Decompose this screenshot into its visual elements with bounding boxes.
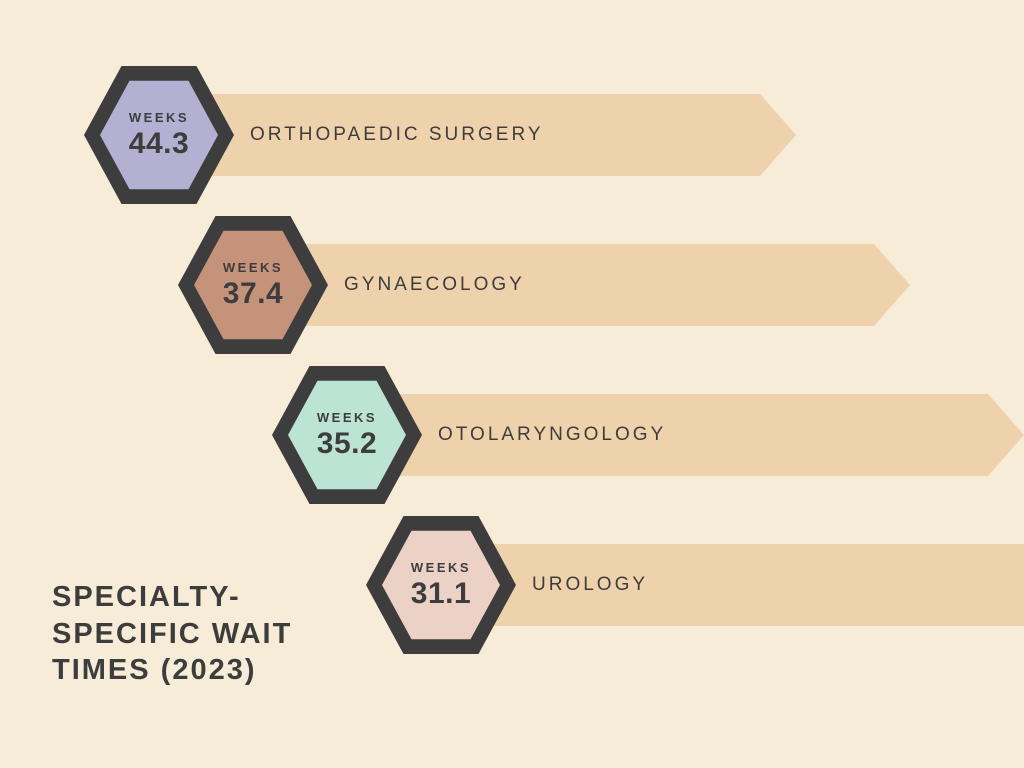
specialty-label: OTOLARYNGOLOGY [438,424,666,446]
unit-label: WEEKS [223,260,283,275]
unit-label: WEEKS [317,410,377,425]
value-number: 44.3 [129,127,189,161]
specialty-label: UROLOGY [532,574,648,596]
chart-title: SPECIALTY- SPECIFIC WAIT TIMES (2023) [52,579,362,688]
hexagon-badge: WEEKS 31.1 [366,520,516,650]
unit-label: WEEKS [129,110,189,125]
value-number: 35.2 [317,427,377,461]
data-row: WEEKS 44.3 ORTHOPAEDIC SURGERY [0,70,1024,200]
specialty-label: GYNAECOLOGY [344,274,525,296]
value-number: 37.4 [223,277,283,311]
arrow-bar [442,544,1024,626]
hexagon-badge: WEEKS 37.4 [178,220,328,350]
hexagon-badge: WEEKS 35.2 [272,370,422,500]
specialty-label: ORTHOPAEDIC SURGERY [250,124,544,146]
data-row: WEEKS 35.2 OTOLARYNGOLOGY [0,370,1024,500]
title-line: SPECIALTY- [52,581,241,613]
title-line: SPECIFIC WAIT TIMES (2023) [52,618,292,686]
hexagon-badge: WEEKS 44.3 [84,70,234,200]
unit-label: WEEKS [411,560,471,575]
data-row: WEEKS 37.4 GYNAECOLOGY [0,220,1024,350]
value-number: 31.1 [411,577,471,611]
